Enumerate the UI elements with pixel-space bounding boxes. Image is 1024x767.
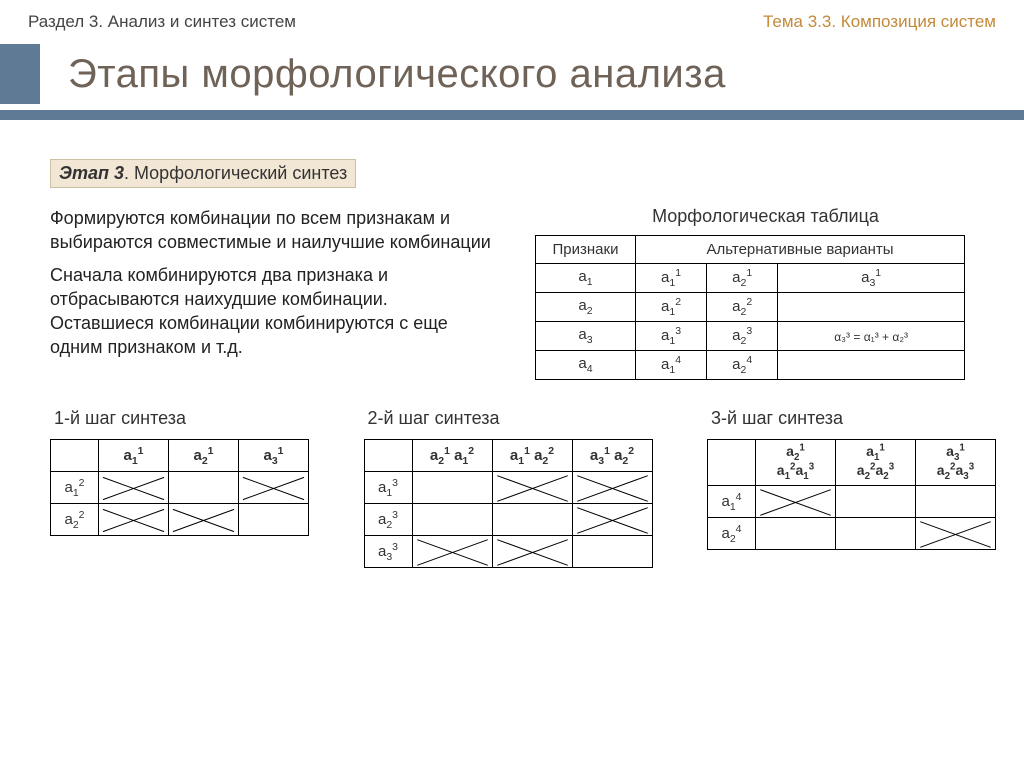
- stage-name: . Морфологический синтез: [124, 163, 347, 183]
- topic-label: Тема 3.3. Композиция систем: [763, 12, 996, 32]
- step-block-3: 3-й шаг синтеза а21а12а13а11а22а23а31а22а…: [707, 408, 996, 568]
- stage-box: Этап 3. Морфологический синтез: [50, 159, 356, 188]
- title-underline: [0, 110, 1024, 120]
- step-block-1: 1-й шаг синтеза а11а21а31а12а22: [50, 408, 309, 568]
- stage-prefix: Этап 3: [59, 163, 124, 183]
- morph-table-title: Морфологическая таблица: [535, 206, 996, 227]
- section-label: Раздел 3. Анализ и синтез систем: [28, 12, 296, 32]
- step-title: 3-й шаг синтеза: [707, 408, 996, 429]
- step-table: а11а21а31а12а22: [50, 439, 309, 536]
- paragraph-1: Формируются комбинации по всем признакам…: [50, 206, 495, 255]
- step-table: а21а12а13а11а22а23а31а22а33а14а24: [707, 439, 996, 550]
- title-bar: [0, 44, 40, 104]
- step-title: 1-й шаг синтеза: [50, 408, 309, 429]
- paragraph-2: Сначала комбинируются два признака и отб…: [50, 263, 495, 360]
- page-title: Этапы морфологического анализа: [40, 52, 726, 97]
- step-table: а21 а12а11 а22а31 а22а13а23а33: [364, 439, 653, 568]
- body-text: Формируются комбинации по всем признакам…: [50, 206, 495, 380]
- step-block-2: 2-й шаг синтеза а21 а12а11 а22а31 а22а13а…: [364, 408, 653, 568]
- morph-table: ПризнакиАльтернативные вариантыа1а11а21а…: [535, 235, 965, 380]
- step-title: 2-й шаг синтеза: [364, 408, 653, 429]
